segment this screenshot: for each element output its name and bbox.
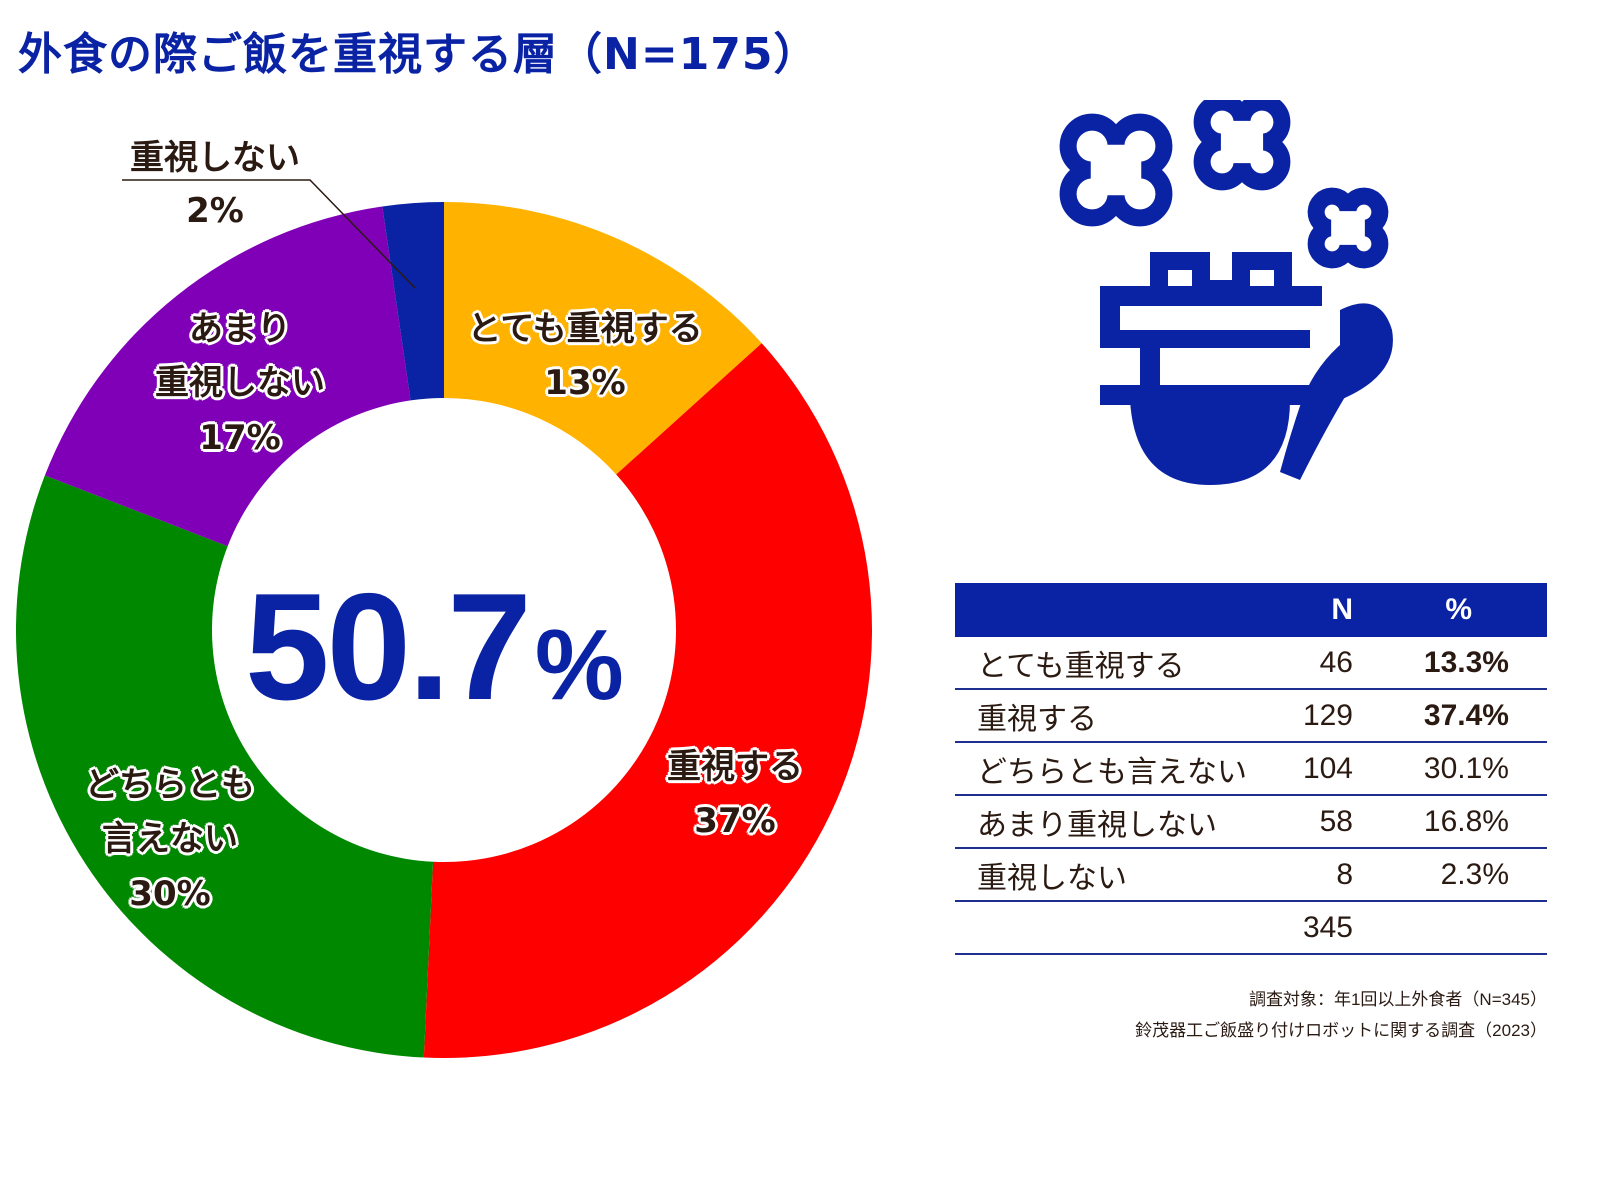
slice-label-line: 重視する (667, 747, 803, 787)
slice-label-very-important: とても重視する 13% (460, 302, 710, 411)
center-value-number: 50.7 (245, 562, 532, 732)
table-row: 重視する 129 37.4% (955, 689, 1547, 743)
slice-label-important: 重視する 37% (650, 740, 820, 849)
slice-label-not-at-all: 重視しない 2% (122, 132, 308, 237)
table-cell-n: 58 (1277, 795, 1353, 849)
donut-chart (15, 202, 872, 1058)
table-body: とても重視する 46 13.3% 重視する 129 37.4% どちらとも言えない 104 30… (955, 637, 1547, 955)
table-cell-total: 345 (1277, 901, 1353, 955)
table-cell-category: 重視しない (955, 848, 1277, 902)
table-cell-category: 重視する (955, 689, 1277, 743)
table-cell-category: あまり重視しない (955, 795, 1277, 849)
data-table: N % とても重視する 46 13.3% 重視する 129 37.4% どちらとも言えない 1… (955, 583, 1547, 955)
table-row: どちらとも言えない 104 30.1% (955, 742, 1547, 796)
table-row: あまり重視しない 58 16.8% (955, 795, 1547, 849)
page-title: 外食の際ご飯を重視する層（N=175） (18, 29, 819, 80)
table-cell-n: 129 (1277, 689, 1353, 743)
table-cell-percent: 37.4% (1353, 689, 1547, 743)
slice-label-line: 2% (186, 190, 244, 231)
rice-bowl-with-paddle-icon (1059, 100, 1393, 485)
center-value: 50.7% (245, 560, 624, 735)
donut-slice-very-important (444, 202, 762, 475)
table-header-row: N % (955, 583, 1547, 637)
donut-slice-important (423, 343, 872, 1058)
slice-label-line: とても重視する (467, 309, 703, 349)
slice-label-neutral: どちらとも 言えない 30% (75, 758, 265, 921)
table-cell-percent: 30.1% (1353, 742, 1547, 796)
slice-label-line: 重視しない (155, 363, 325, 404)
slice-label-line: 重視しない (130, 138, 300, 178)
center-value-unit: % (534, 609, 624, 721)
table-cell-percent: 2.3% (1353, 848, 1547, 902)
slice-label-not-very: あまり 重視しない 17% (140, 302, 340, 465)
slice-label-line: 言えない (102, 819, 238, 860)
table-cell-n: 46 (1277, 637, 1353, 690)
survey-note: 調査対象：年1回以上外食者（N=345） (1248, 990, 1547, 1009)
table-cell-empty (1353, 901, 1547, 955)
table-row: とても重視する 46 13.3% (955, 637, 1547, 690)
leader-line-path (122, 179, 416, 289)
slice-label-line: あまり (189, 309, 291, 349)
steam-puff-icon (1059, 113, 1173, 227)
table-cell-empty (955, 901, 1277, 955)
table-cell-category: どちらとも言えない (955, 742, 1277, 796)
donut-slice-not-at-all (382, 202, 444, 401)
table-header-cell: N (1277, 583, 1353, 637)
table-cell-percent: 16.8% (1353, 795, 1547, 849)
table-header-cell: % (1353, 583, 1547, 637)
slice-label-line: 30% (129, 873, 211, 914)
slice-label-line: 17% (199, 417, 281, 458)
slice-label-line: 37% (694, 801, 776, 842)
table-cell-percent: 13.3% (1353, 637, 1547, 690)
table-header-cell (955, 583, 1277, 637)
table-total-row: 345 (955, 901, 1547, 955)
table-row: 重視しない 8 2.3% (955, 848, 1547, 902)
steam-puff-icon (1193, 100, 1291, 191)
table-cell-n: 104 (1277, 742, 1353, 796)
leader-line (122, 179, 416, 289)
source-note: 鈴茂器工ご飯盛り付けロボットに関する調査（2023） (1135, 1021, 1547, 1040)
slice-label-line: どちらとも (85, 765, 255, 805)
donut-slice-neutral (15, 475, 434, 1058)
slice-label-line: 13% (544, 363, 626, 404)
table-cell-category: とても重視する (955, 637, 1277, 690)
table-cell-n: 8 (1277, 848, 1353, 902)
donut-slice-not-very (44, 206, 411, 547)
steam-puff-icon (1307, 187, 1389, 269)
